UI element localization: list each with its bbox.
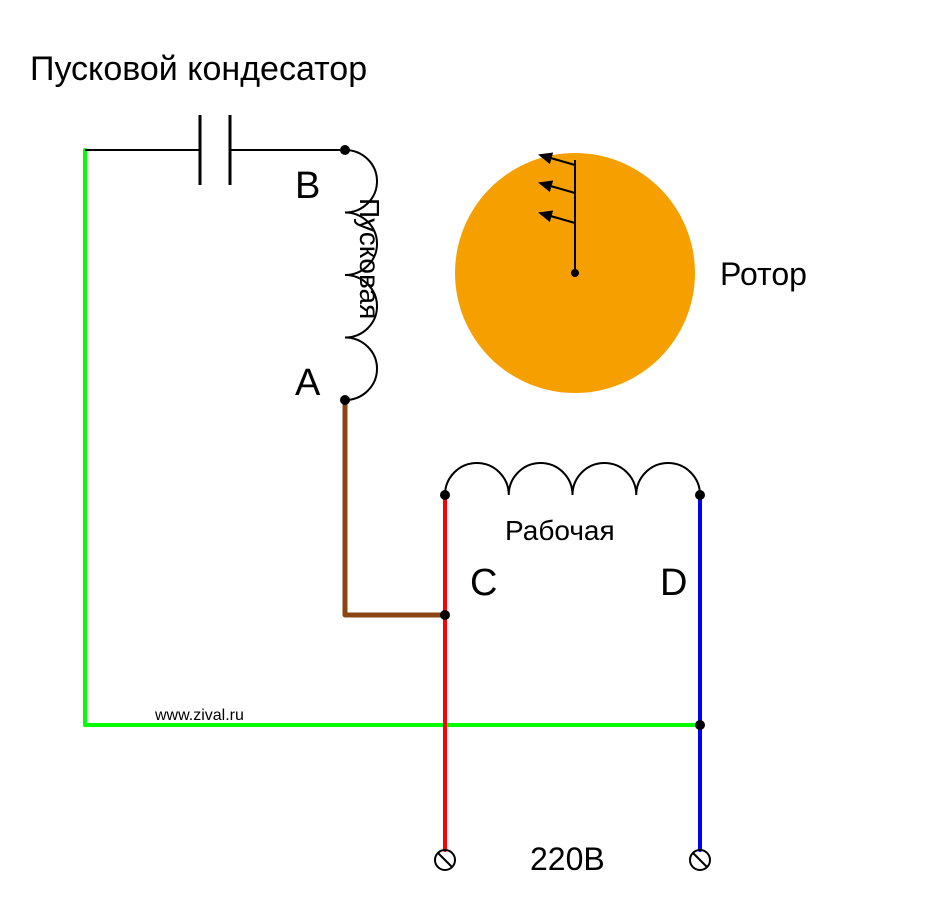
node-a-label: A: [295, 362, 321, 404]
run-coil: [445, 463, 700, 495]
junction-dot: [440, 490, 450, 500]
node-d-label: D: [660, 562, 687, 604]
power-terminal: [435, 850, 455, 870]
junction-dot: [695, 490, 705, 500]
diagram-title: Пусковой кондесатор: [30, 50, 367, 88]
junction-dot: [340, 145, 350, 155]
run-coil-label: Рабочая: [505, 515, 615, 546]
junction-dot: [340, 395, 350, 405]
watermark-text: www.zival.ru: [154, 707, 244, 724]
start-coil-label: Пусковая: [354, 198, 385, 319]
power-terminal: [690, 850, 710, 870]
junction-dot: [440, 610, 450, 620]
rotor-label: Ротор: [720, 256, 807, 292]
junction-dot: [695, 720, 705, 730]
node-b-label: B: [295, 165, 320, 207]
brown-wire: [345, 400, 445, 615]
labels-layer: Ротор Пусковая B A Рабочая C D 220В Пусковой кон…: [30, 50, 807, 877]
rotor-layer: [455, 153, 695, 393]
node-c-label: C: [470, 562, 497, 604]
voltage-label: 220В: [530, 841, 605, 877]
circuit-diagram: Ротор Пусковая B A Рабочая C D 220В Пусковой кон…: [0, 0, 926, 909]
